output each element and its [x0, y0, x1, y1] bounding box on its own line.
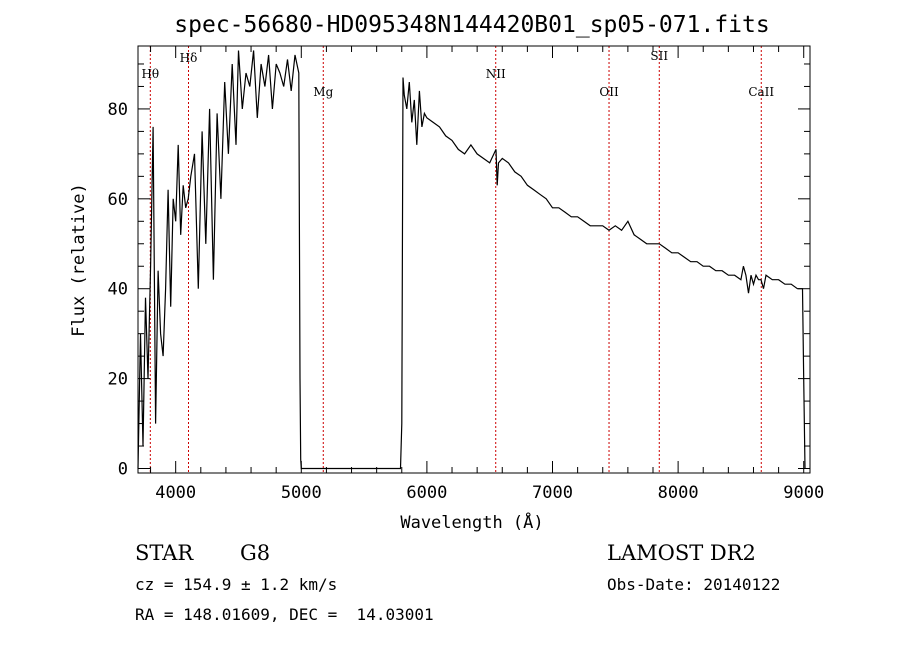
chart-title: spec-56680-HD095348N144420B01_sp05-071.f… — [174, 12, 769, 38]
redshift-cz: cz = 154.9 ± 1.2 km/s — [135, 575, 337, 594]
y-tick-label: 20 — [108, 370, 128, 390]
plot-frame — [137, 45, 811, 474]
object-subclass: G8 — [240, 541, 270, 565]
y-axis-label: Flux (relative) — [69, 183, 89, 337]
y-tick-label: 60 — [108, 190, 128, 210]
y-tick-label: 0 — [118, 460, 128, 480]
line-label: Hδ — [180, 51, 198, 65]
y-axis: 0 20 40 60 80 — [108, 63, 810, 480]
x-tick-label: 4000 — [155, 483, 196, 503]
spectrum-line — [137, 50, 806, 470]
survey-name: LAMOST DR2 — [607, 541, 756, 565]
series-layer — [137, 50, 806, 470]
x-axis-label: Wavelength (Å) — [400, 511, 543, 533]
line-label: SII — [650, 49, 668, 63]
object-class: STAR — [135, 541, 194, 565]
x-axis: 4000 5000 6000 7000 8000 9000 — [150, 46, 824, 503]
line-label: NII — [486, 67, 506, 81]
line-label: CaII — [748, 85, 774, 99]
line-label: Mg — [313, 85, 333, 99]
coordinates: RA = 148.01609, DEC = 14.03001 — [135, 605, 434, 624]
line-markers: Hθ Hδ Mg NII OII SII CaII — [141, 46, 774, 473]
x-tick-label: 7000 — [532, 483, 573, 503]
x-tick-label: 6000 — [406, 483, 447, 503]
line-label: Hθ — [141, 67, 159, 81]
observation-date: Obs-Date: 20140122 — [607, 575, 780, 594]
x-tick-label: 8000 — [658, 483, 699, 503]
line-label: OII — [599, 85, 619, 99]
y-tick-label: 40 — [108, 280, 128, 300]
y-tick-label: 80 — [108, 100, 128, 120]
x-tick-label: 9000 — [783, 483, 824, 503]
x-tick-label: 5000 — [281, 483, 322, 503]
